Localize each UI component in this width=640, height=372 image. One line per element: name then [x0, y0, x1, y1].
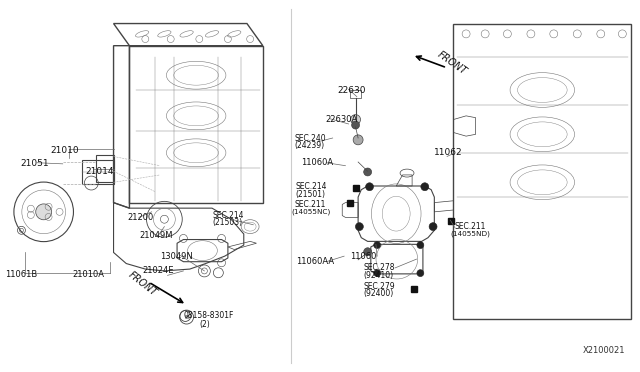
- Text: SEC.278: SEC.278: [363, 263, 395, 272]
- Text: SEC.279: SEC.279: [363, 282, 395, 291]
- Text: 22630: 22630: [338, 86, 366, 94]
- Circle shape: [417, 270, 424, 277]
- Text: SEC.214: SEC.214: [296, 182, 328, 191]
- Text: (24239): (24239): [294, 141, 324, 150]
- Text: SEC.211: SEC.211: [294, 200, 326, 209]
- Circle shape: [351, 121, 360, 129]
- Circle shape: [364, 168, 372, 176]
- Circle shape: [374, 241, 381, 248]
- Text: 21049M: 21049M: [139, 231, 172, 240]
- Text: 21014: 21014: [85, 167, 113, 176]
- Text: (21501): (21501): [296, 190, 326, 199]
- Circle shape: [365, 183, 374, 191]
- Text: 21010: 21010: [50, 147, 79, 155]
- Text: FRONT: FRONT: [127, 270, 159, 298]
- Text: SEC.214: SEC.214: [212, 211, 243, 220]
- Text: 11061B: 11061B: [6, 270, 38, 279]
- Text: SEC.211: SEC.211: [454, 222, 486, 231]
- Text: SEC.240: SEC.240: [294, 134, 326, 142]
- Text: 11060A: 11060A: [301, 157, 333, 167]
- Text: 13049N: 13049N: [160, 251, 193, 261]
- Text: X2100021: X2100021: [582, 346, 625, 355]
- Text: (2): (2): [199, 320, 210, 329]
- Text: (92400): (92400): [363, 289, 394, 298]
- Text: (14055NC): (14055NC): [291, 209, 331, 215]
- Circle shape: [429, 223, 437, 231]
- Text: 08158-8301F: 08158-8301F: [184, 311, 234, 320]
- Text: 21010A: 21010A: [72, 270, 104, 279]
- Text: 11062: 11062: [435, 148, 463, 157]
- Text: 11060: 11060: [351, 251, 377, 261]
- Circle shape: [417, 241, 424, 248]
- Circle shape: [421, 183, 429, 191]
- Text: 11060AA: 11060AA: [296, 257, 334, 266]
- Circle shape: [364, 248, 372, 256]
- Text: 21024E: 21024E: [142, 266, 173, 275]
- Text: (21503): (21503): [212, 218, 242, 227]
- Circle shape: [374, 270, 381, 277]
- Text: 21200: 21200: [127, 213, 153, 222]
- Circle shape: [353, 135, 363, 145]
- Text: (92410): (92410): [363, 271, 394, 280]
- Text: 21051: 21051: [20, 159, 49, 169]
- Circle shape: [36, 204, 52, 220]
- Text: B: B: [184, 315, 189, 320]
- Text: 22630A: 22630A: [325, 115, 357, 124]
- Text: (14055ND): (14055ND): [451, 231, 491, 237]
- Text: FRONT: FRONT: [436, 50, 468, 77]
- Circle shape: [355, 223, 364, 231]
- Circle shape: [351, 115, 360, 125]
